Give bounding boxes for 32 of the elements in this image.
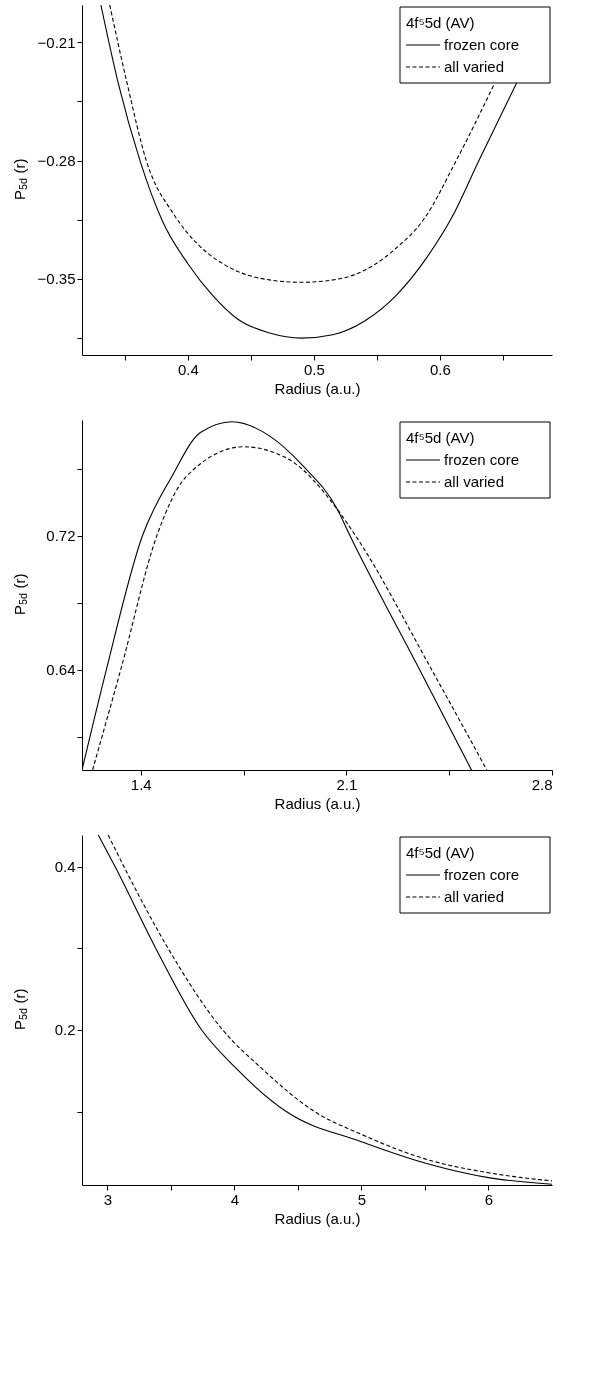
- legend-label: all varied: [444, 58, 505, 75]
- y-axis-title: P5d (r): [11, 573, 29, 616]
- y-axis-title: P5d (r): [11, 988, 29, 1031]
- x-axis-title: Radius (a.u.): [274, 794, 361, 812]
- x-tick-label: 5: [357, 1190, 367, 1208]
- y-tick-label: 0.2: [54, 1021, 76, 1039]
- x-tick-label: 2.1: [336, 775, 358, 793]
- y-tick-label: −0.35: [37, 270, 76, 288]
- legend-title: 4f⁵5d (AV): [406, 429, 475, 446]
- x-tick-label: 3: [103, 1190, 113, 1208]
- legend-label: all varied: [444, 473, 505, 490]
- y-tick-label: 0.64: [46, 661, 76, 679]
- legend-label: all varied: [444, 888, 505, 905]
- y-axis-title: P5d (r): [11, 158, 29, 201]
- x-tick-label: 0.6: [429, 360, 451, 378]
- x-tick-label: 0.5: [303, 360, 325, 378]
- x-axis-title: Radius (a.u.): [274, 1209, 361, 1227]
- y-tick-label: 0.72: [46, 527, 76, 545]
- x-tick-label: 1.4: [130, 775, 152, 793]
- legend-title: 4f⁵5d (AV): [406, 14, 475, 31]
- legend-title: 4f⁵5d (AV): [406, 844, 475, 861]
- x-tick-label: 6: [484, 1190, 494, 1208]
- x-tick-label: 4: [230, 1190, 240, 1208]
- y-tick-label: −0.21: [37, 33, 76, 51]
- legend-label: frozen core: [444, 451, 520, 468]
- x-tick-label: 2.8: [531, 775, 553, 793]
- legend-label: frozen core: [444, 866, 520, 883]
- x-axis-title: Radius (a.u.): [274, 379, 361, 397]
- y-tick-label: 0.4: [54, 858, 76, 876]
- legend-label: frozen core: [444, 36, 520, 53]
- x-tick-label: 0.4: [177, 360, 199, 378]
- y-tick-label: −0.28: [37, 152, 76, 170]
